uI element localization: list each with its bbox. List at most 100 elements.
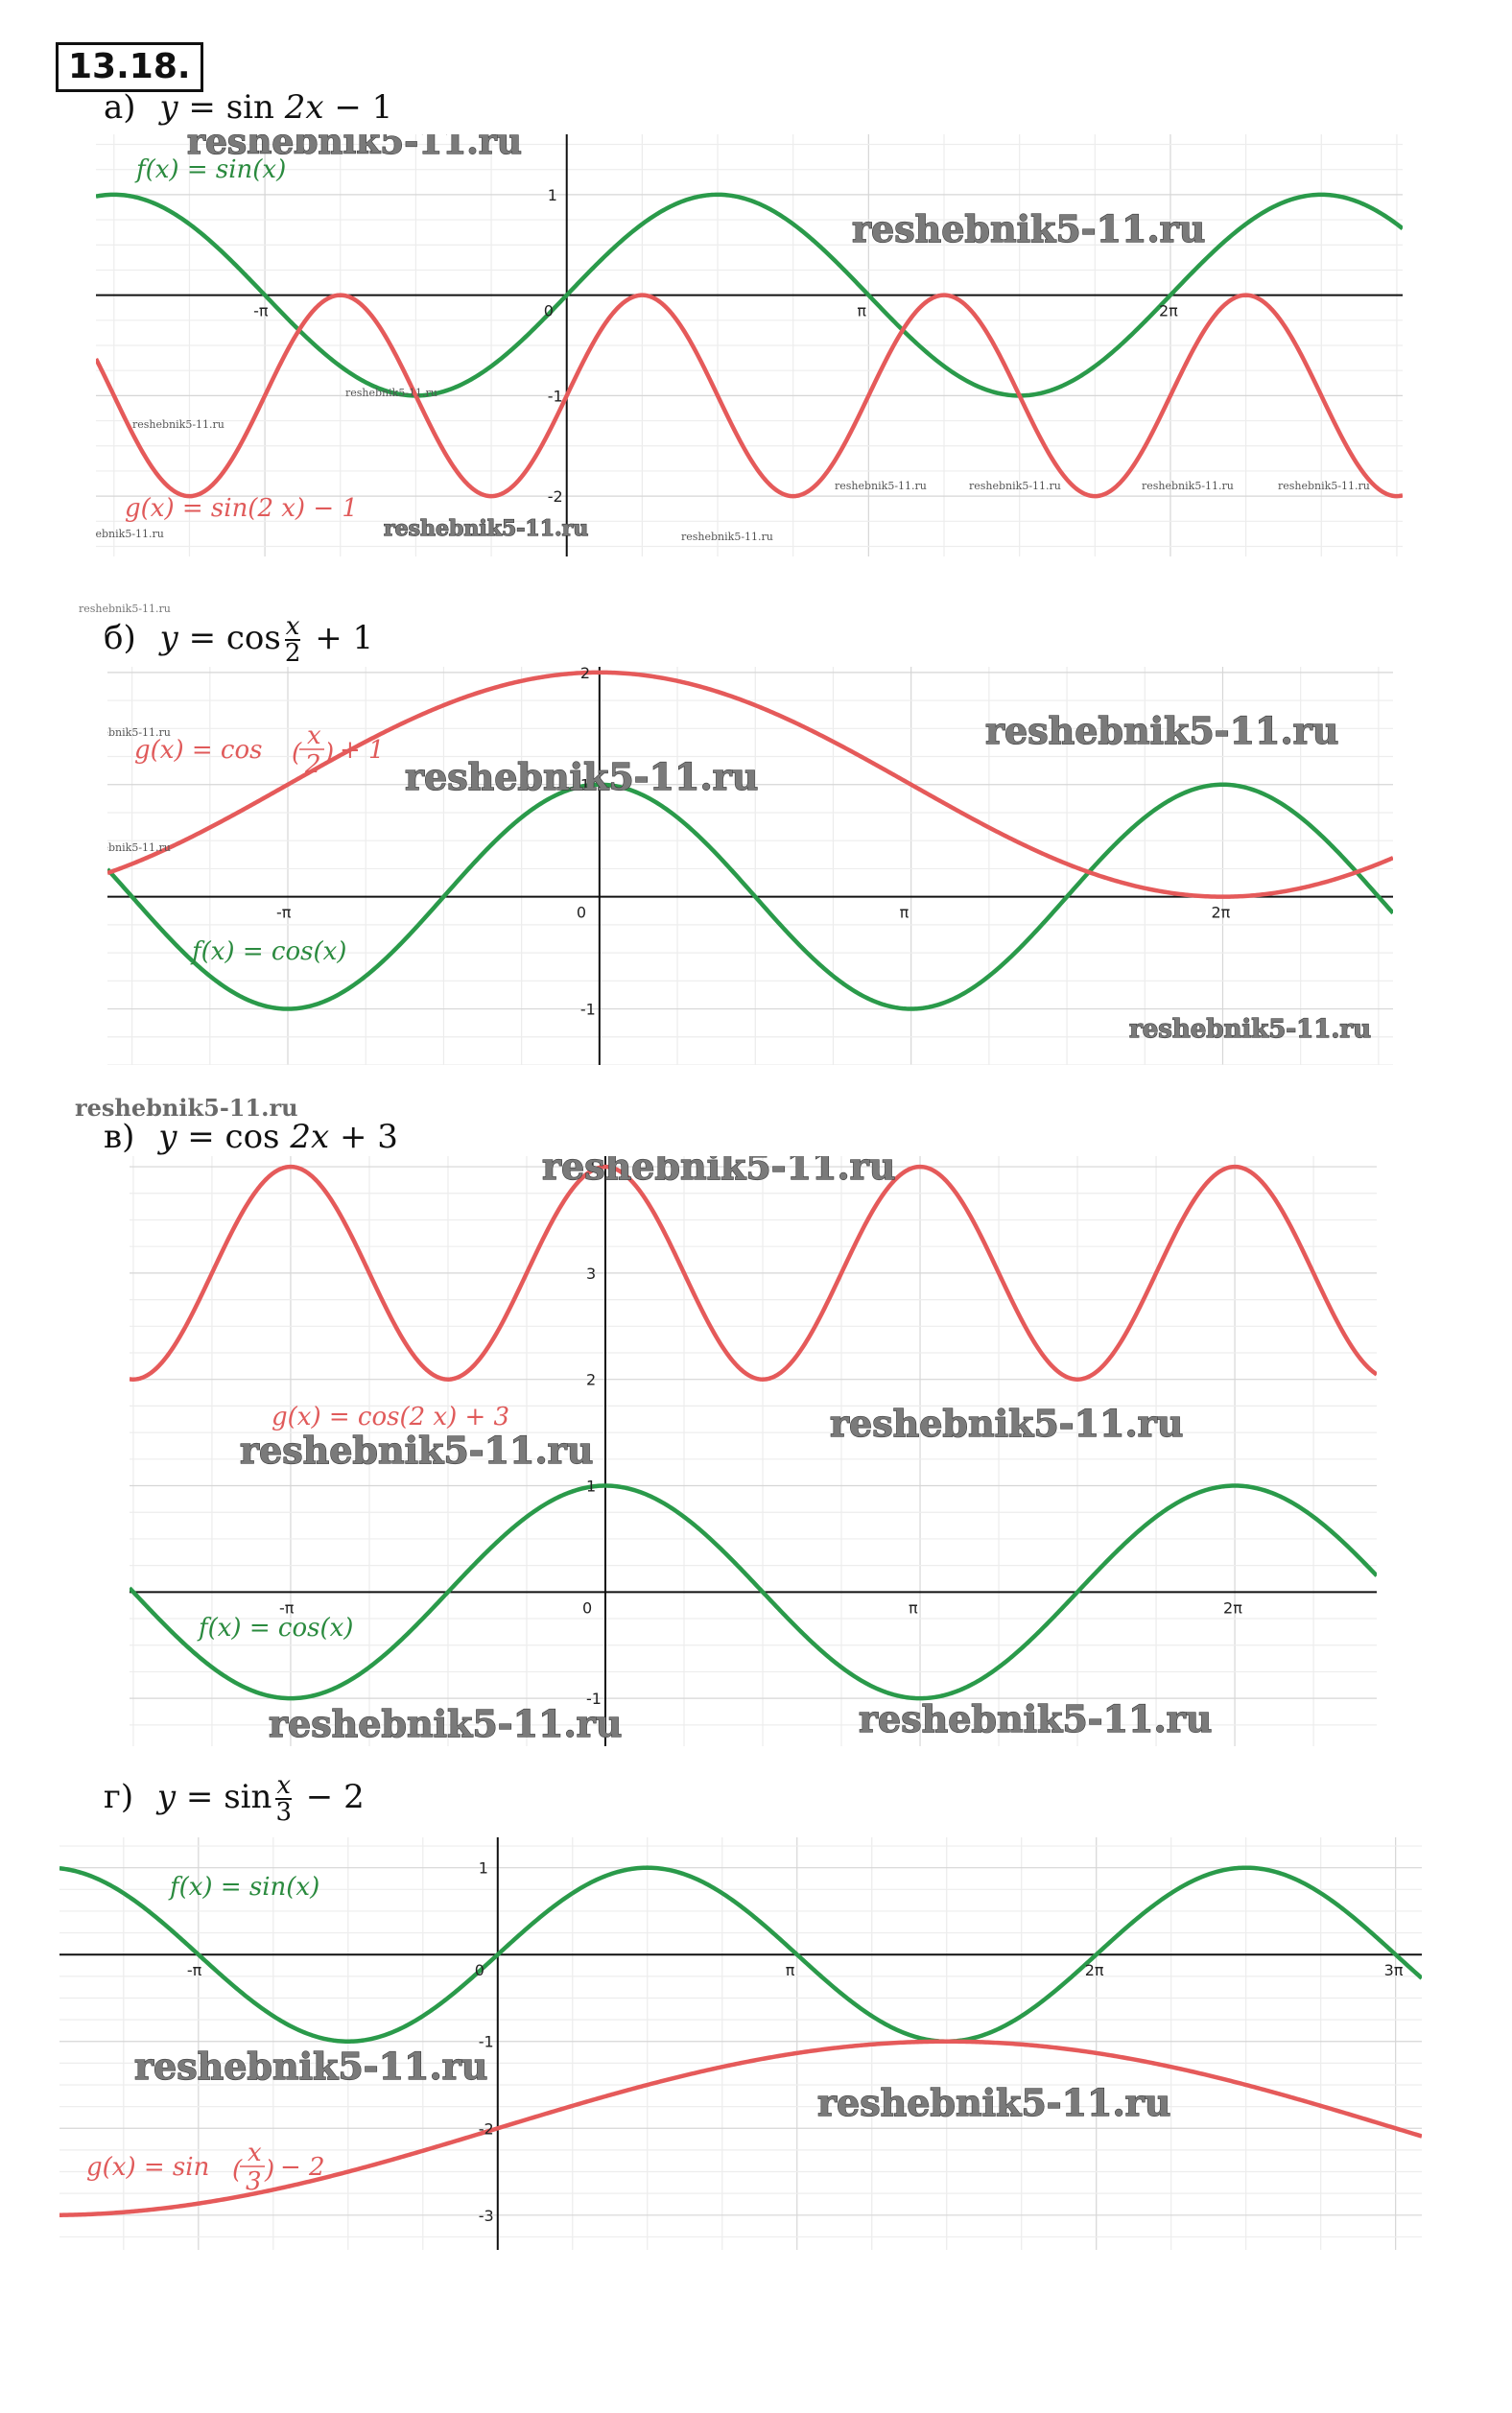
x-tick-label: 2π (1159, 302, 1178, 320)
svg-text:x: x (248, 2139, 262, 2167)
x-tick-label: -π (187, 1961, 202, 1979)
watermark-small: reshebnik5-11.ru (132, 418, 224, 431)
f-curve (59, 1865, 1422, 2044)
svg-text:g(x) = cos: g(x) = cos (134, 736, 262, 765)
y-tick-label: -1 (479, 2033, 494, 2051)
x-tick-label: 2π (1085, 1961, 1104, 1979)
x-tick-label: 3π (1384, 1961, 1404, 1979)
plot-a-svg: -π 0 π 2π 1 -1 -2 reshebnik5-11.ru reshebnik5-… (96, 134, 1403, 556)
f-label: f(x) = cos(x) (190, 937, 346, 966)
heading-b: б) y = cos x 2 + 1 (104, 612, 374, 668)
svg-text:): ) (264, 2156, 274, 2185)
f-label: f(x) = sin(x) (168, 1873, 319, 1902)
f-curve (130, 1483, 1377, 1701)
watermark: reshebnik5-11.ru (187, 134, 522, 162)
plot-b-svg: -π 0 π 2π 2 1 -1 reshebnik5-11.ru reshebnik5-1… (107, 667, 1393, 1065)
g-label: g(x) = sin(2 x) − 1 (125, 494, 358, 523)
watermark: reshebnik5-11.ru (405, 755, 758, 798)
y-tick-label: 4 (586, 1158, 596, 1176)
y-tick-label: -1 (586, 1690, 602, 1708)
y-tick-label: 1 (548, 186, 557, 204)
f-curve (96, 192, 1403, 398)
problem-number: 13.18. (56, 42, 203, 92)
plot-b: -π 0 π 2π 2 1 -1 reshebnik5-11.ru reshebnik5-1… (107, 667, 1393, 1065)
g-label: g(x) = cos(2 x) + 3 (272, 1403, 509, 1431)
x-tick-label: 2π (1211, 904, 1230, 922)
watermark: reshebnik5-11.ru (269, 1702, 622, 1745)
x-tick-label: π (857, 302, 866, 320)
x-tick-label: π (909, 1598, 918, 1617)
heading-c: в) y = cos 2x + 3 (104, 1118, 398, 1156)
y-tick-label: 1 (586, 1478, 596, 1496)
y-tick-label: -1 (580, 1001, 596, 1019)
heading-b-fn: cos (225, 619, 281, 657)
f-label: f(x) = sin(x) (134, 155, 286, 184)
f-label: f(x) = cos(x) (197, 1614, 353, 1643)
heading-d-letter: г) (104, 1778, 134, 1816)
heading-c-letter: в) (104, 1118, 135, 1156)
watermark-small: reshebnik5-11.ru (96, 528, 164, 540)
y-tick-label: -3 (479, 2207, 494, 2225)
svg-text:3: 3 (246, 2167, 262, 2196)
watermark-small: reshebnik5-11.ru (1142, 480, 1234, 492)
x-tick-label: -π (253, 302, 269, 320)
g-label: g(x) = cos x 2 ( ) + 1 (134, 722, 385, 779)
heading-d: г) y = sin x 3 − 2 (104, 1771, 365, 1827)
y-tick-label: -2 (548, 487, 563, 506)
y-tick-label: -1 (548, 387, 563, 405)
heading-b-letter: б) (104, 619, 136, 657)
heading-a-fn: sin (225, 88, 274, 127)
heading-c-rest: + 3 (329, 1118, 398, 1156)
watermark: reshebnik5-11.ru (384, 516, 588, 541)
watermark: reshebnik5-11.ru (1129, 1015, 1371, 1044)
y-tick-label: 1 (479, 1859, 488, 1878)
watermark: reshebnik5-11.ru (985, 709, 1338, 752)
heading-a: а) y = sin 2x − 1 (104, 88, 393, 127)
x-tick-label: π (900, 904, 910, 922)
y-tick-label: 2 (586, 1371, 596, 1389)
g-curve (59, 2039, 1422, 2217)
svg-text:): ) (323, 739, 334, 768)
watermark-heading-c: reshebnik5-11.ru (75, 1094, 298, 1122)
watermark-small: reshebnik5-11.ru (969, 480, 1061, 492)
y-tick-label: 1 (580, 776, 590, 794)
watermark: reshebnik5-11.ru (830, 1402, 1183, 1445)
x-tick-label: π (786, 1961, 795, 1979)
watermark-small: reshebnik5-11.ru (681, 531, 773, 543)
watermark: reshebnik5-11.ru (542, 1156, 895, 1188)
watermark: reshebnik5-11.ru (852, 207, 1205, 250)
x-tick-label: -π (276, 904, 292, 922)
g-curve (96, 293, 1403, 499)
watermark-small-b: reshebnik5-11.ru (79, 603, 171, 615)
svg-text:+ 1: + 1 (340, 736, 385, 765)
heading-c-arg: 2x (290, 1118, 330, 1156)
x-tick-label: 0 (475, 1961, 484, 1979)
plot-d: -π 0 π 2π 3π 1 -1 -2 -3 reshebnik5-11.ru reshebn… (59, 1837, 1422, 2250)
plot-a: -π 0 π 2π 1 -1 -2 reshebnik5-11.ru reshebnik5-… (96, 134, 1403, 556)
svg-text:2: 2 (304, 750, 321, 779)
watermark-small: reshebnik5-11.ru (107, 841, 171, 854)
watermark-small: reshebnik5-11.ru (1278, 480, 1370, 492)
svg-text:x: x (307, 722, 321, 750)
x-tick-label: 0 (577, 904, 586, 922)
svg-text:(: ( (232, 2156, 243, 2185)
watermark: reshebnik5-11.ru (859, 1697, 1212, 1740)
watermark: reshebnik5-11.ru (817, 2081, 1170, 2124)
x-tick-label: 2π (1223, 1598, 1242, 1617)
watermark-small: reshebnik5-11.ru (835, 480, 927, 492)
watermark: reshebnik5-11.ru (134, 2045, 487, 2088)
heading-d-fn: sin (224, 1778, 272, 1816)
heading-a-rest: − 1 (323, 88, 393, 127)
watermark-small: reshebnik5-11.ru (107, 726, 171, 739)
y-tick-label: 3 (586, 1265, 596, 1283)
plot-d-svg: -π 0 π 2π 3π 1 -1 -2 -3 reshebnik5-11.ru reshebn… (59, 1837, 1422, 2250)
g-label: g(x) = sin x 3 ( ) − 2 (86, 2139, 325, 2196)
f-curve (107, 782, 1393, 1011)
x-tick-label: -π (279, 1598, 295, 1617)
heading-d-rest: − 2 (295, 1778, 365, 1816)
watermark: reshebnik5-11.ru (240, 1429, 593, 1472)
g-curve (130, 1164, 1377, 1382)
svg-text:g(x) = sin: g(x) = sin (86, 2153, 209, 2182)
